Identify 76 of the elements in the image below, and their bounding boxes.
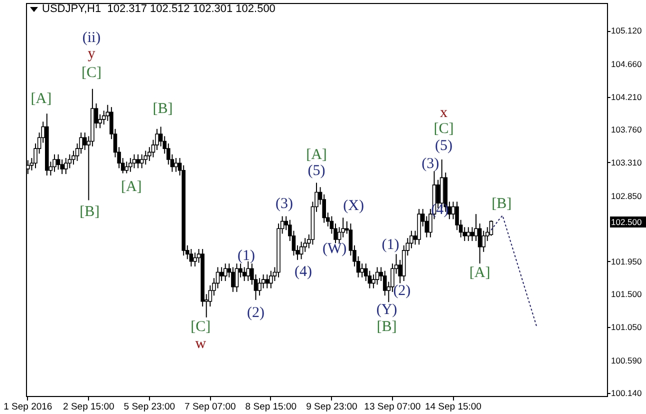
candlestick	[220, 266, 224, 282]
candlestick	[269, 270, 273, 289]
annotation: w	[195, 336, 206, 352]
annotation: [A]	[120, 179, 142, 195]
y-tick-label: 103.760	[611, 124, 642, 135]
candlestick	[64, 158, 68, 175]
candlestick	[375, 266, 380, 286]
candlestick	[231, 266, 235, 292]
y-tick-label: 104.210	[611, 92, 642, 102]
x-tick-label: 1 Sep 2016	[4, 402, 52, 412]
annotation: (5)	[434, 138, 452, 154]
annotation: [A]	[306, 147, 327, 163]
candlestick	[124, 161, 129, 174]
annotation: (4)	[294, 264, 312, 280]
x-tick-label: 5 Sep 23:00	[124, 402, 176, 412]
annotation: [C]	[82, 65, 102, 81]
candlestick	[234, 263, 239, 292]
annotation: (5)	[308, 163, 326, 179]
annotation: [B]	[152, 101, 173, 117]
y-tick-label: 102.850	[611, 190, 642, 201]
candlestick	[56, 154, 60, 170]
annotation: (2)	[246, 305, 264, 321]
y-tick-label: 100.590	[611, 355, 642, 366]
candlestick	[52, 154, 56, 172]
candlestick	[470, 226, 474, 242]
candlestick	[60, 158, 64, 175]
annotation: (3)	[275, 196, 293, 212]
annotation: [C]	[190, 319, 211, 335]
candlestick	[360, 263, 364, 278]
y-tick-label: 103.310	[611, 157, 642, 168]
annotation: [C]	[434, 121, 454, 137]
annotation: (W)	[322, 241, 347, 257]
candlestick	[128, 158, 132, 172]
y-tick-label: 105.120	[611, 26, 642, 36]
candlestick	[223, 263, 228, 282]
annotation: [A]	[30, 91, 52, 107]
annotation: x	[440, 105, 448, 121]
annotation: [A]	[469, 265, 490, 281]
text: 102.500	[611, 217, 642, 227]
candlestick	[466, 226, 470, 242]
candlestick	[482, 230, 486, 252]
annotation: [B]	[80, 204, 100, 220]
line-series	[490, 215, 538, 328]
y-tick-label: 101.050	[611, 322, 642, 332]
annotation: (Y)	[376, 302, 398, 318]
x-tick-label: 7 Sep 07:00	[184, 402, 236, 412]
annotation: [B]	[376, 319, 397, 335]
annotation: (ii)	[82, 30, 101, 46]
candlestick	[265, 274, 270, 289]
x-tick-label: 9 Sep 23:00	[306, 402, 358, 412]
candlestick	[136, 154, 140, 169]
y-tick-label: 101.500	[611, 289, 642, 300]
y-tick-label: 101.950	[611, 256, 642, 266]
y-tick-label: 100.140	[611, 388, 642, 398]
candlestick	[242, 266, 246, 282]
candlestick	[132, 154, 136, 169]
x-tick-label: 2 Sep 15:00	[63, 402, 114, 412]
candlestick	[140, 154, 144, 169]
y-tick-label: 104.660	[611, 59, 642, 70]
candlestick	[174, 158, 178, 172]
candlestick	[258, 278, 262, 296]
annotation: (X)	[343, 198, 364, 214]
annotation: (1)	[238, 248, 255, 264]
x-tick-label: 8 Sep 15:00	[245, 402, 297, 412]
annotation: [B]	[492, 196, 512, 212]
annotation: (1)	[382, 237, 400, 253]
annotation: y	[88, 46, 96, 62]
x-tick-label: 14 Sep 15:00	[424, 402, 482, 412]
annotation: (2)	[393, 283, 411, 299]
x-tick-label: 13 Sep 07:00	[364, 402, 421, 412]
candlestick	[193, 252, 197, 267]
annotation: (3)	[422, 156, 440, 172]
candlestick	[189, 248, 194, 267]
candlestick	[144, 150, 148, 166]
chart-title: USDJPY,H1 102.317 102.512 102.301 102.500	[42, 3, 276, 15]
candlestick	[299, 241, 304, 260]
